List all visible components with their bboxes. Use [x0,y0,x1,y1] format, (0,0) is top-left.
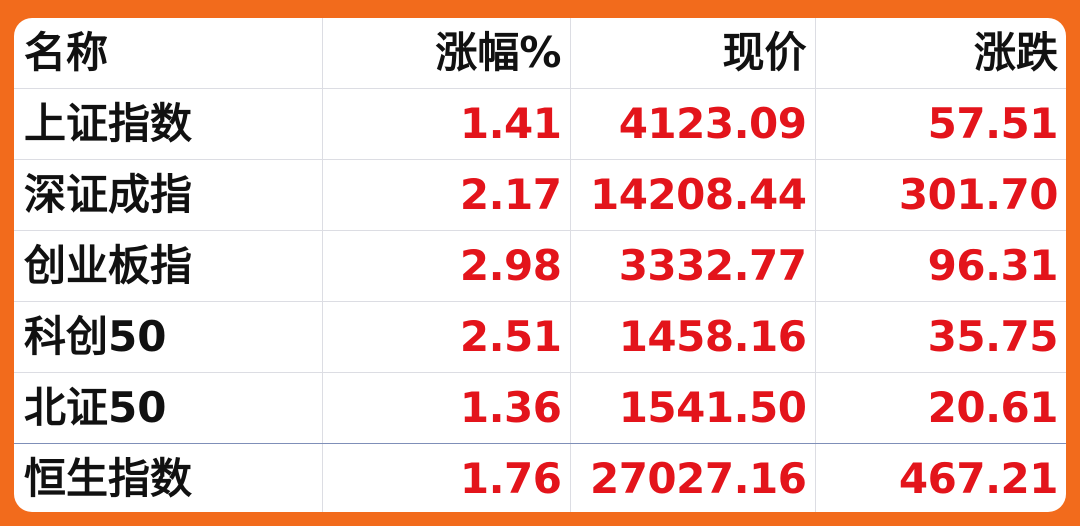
change: 467.21 [898,454,1059,503]
change-pct: 2.51 [322,301,571,373]
index-quote-card: 名称 涨幅% 现价 涨跌 上证指数 1.41 4123.09 57.51 深证成… [14,18,1066,512]
index-name: 北证50 [14,372,323,444]
price: 27027.16 [570,443,816,512]
index-name: 恒生指数 [14,443,323,512]
price: 1541.50 [570,372,816,444]
change: 57.51 [815,88,1066,160]
table-row: 深证成指 2.17 14208.44 301.70 [14,159,1066,231]
index-quote-table: 名称 涨幅% 现价 涨跌 上证指数 1.41 4123.09 57.51 深证成… [14,18,1066,512]
change-pct: 2.17 [322,159,571,231]
change-pct: 2.98 [322,230,571,302]
price: 4123.09 [570,88,816,160]
change-pct: 1.41 [322,88,571,160]
change: 301.70 [815,159,1066,231]
table-row: 创业板指 2.98 3332.77 96.31 [14,230,1066,302]
table-header-row: 名称 涨幅% 现价 涨跌 [14,18,1066,89]
price: 1458.16 [570,301,816,373]
table-row: 科创50 2.51 1458.16 35.75 [14,301,1066,373]
index-name: 深证成指 [14,159,323,231]
index-name: 创业板指 [14,230,323,302]
header-change-pct: 涨幅% [322,18,571,89]
change: 96.31 [815,230,1066,302]
price: 14208.44 [570,159,816,231]
table-row: 恒生指数 1.76 27027.16 467.21 [14,443,1066,512]
change-pct: 1.76 [322,443,571,512]
header-price: 现价 [570,18,816,89]
table-row: 上证指数 1.41 4123.09 57.51 [14,88,1066,160]
table-row: 北证50 1.36 1541.50 20.61 [14,372,1066,444]
change-pct: 1.36 [322,372,571,444]
change: 20.61 [815,372,1066,444]
price: 3332.77 [570,230,816,302]
index-name: 上证指数 [14,88,323,160]
header-change: 涨跌 [815,18,1066,89]
change: 35.75 [815,301,1066,373]
header-name: 名称 [14,18,323,89]
index-name: 科创50 [14,301,323,373]
